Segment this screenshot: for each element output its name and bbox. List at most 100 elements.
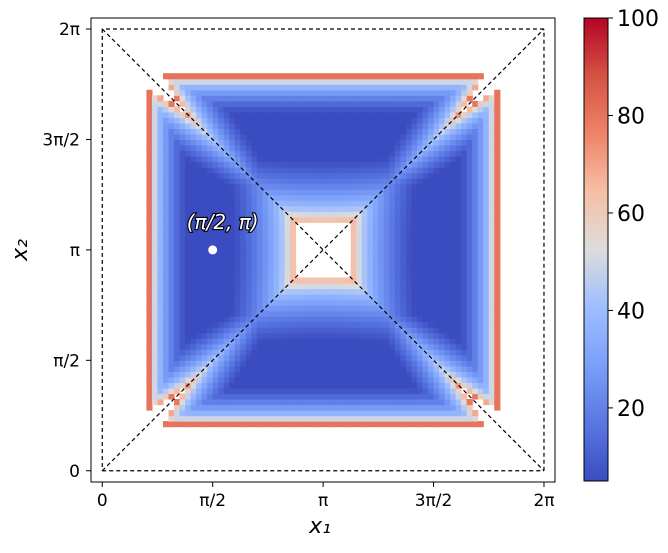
heatmap-cell (400, 227, 407, 234)
heatmap-cell (179, 398, 186, 406)
heatmap-cell (212, 216, 219, 223)
heatmap-cell (350, 211, 357, 218)
heatmap-cell (190, 84, 197, 91)
heatmap-cell (477, 111, 484, 118)
heatmap-cell (361, 205, 368, 212)
heatmap-cell (162, 178, 170, 185)
heatmap-cell (323, 327, 330, 334)
heatmap-cell (378, 343, 385, 350)
heatmap-cell (328, 332, 335, 339)
heatmap-cell (444, 338, 451, 345)
heatmap-cell (433, 139, 440, 146)
heatmap-cell (350, 421, 357, 428)
heatmap-cell (196, 84, 203, 91)
heatmap-cell (416, 172, 424, 179)
heatmap-cell (328, 211, 335, 218)
heatmap-cell (212, 260, 219, 268)
heatmap-cell (196, 387, 203, 395)
heatmap-cell (218, 305, 225, 312)
heatmap-cell (472, 316, 479, 323)
heatmap-cell (472, 111, 479, 118)
heatmap-cell (439, 360, 446, 367)
heatmap-cell (212, 189, 219, 196)
heatmap-cell (450, 421, 457, 428)
heatmap-cell (378, 393, 385, 400)
heatmap-cell (223, 95, 230, 102)
heatmap-cell (422, 172, 429, 179)
heatmap-cell (383, 382, 390, 389)
heatmap-cell (212, 95, 219, 102)
heatmap-cell (174, 288, 181, 295)
heatmap-cell (218, 360, 225, 367)
heatmap-cell (284, 128, 291, 135)
heatmap-cell (179, 365, 186, 372)
heatmap-cell (383, 299, 390, 306)
heatmap-cell (168, 167, 175, 174)
heatmap-cell (212, 227, 219, 234)
heatmap-cell (168, 316, 175, 323)
heatmap-cell (450, 343, 457, 350)
heatmap-cell (400, 349, 407, 356)
heatmap-cell (394, 404, 402, 411)
heatmap-cell (433, 117, 440, 124)
heatmap-cell (339, 310, 346, 317)
heatmap-cell (179, 410, 186, 417)
heatmap-cell (444, 144, 451, 152)
heatmap-cell (416, 393, 424, 400)
heatmap-cell (367, 73, 374, 80)
heatmap-cell (234, 376, 241, 383)
heatmap-cell (488, 161, 495, 168)
heatmap-cell (411, 189, 418, 196)
heatmap-cell (488, 305, 495, 312)
heatmap-cell (201, 183, 208, 190)
heatmap-cell (151, 205, 159, 212)
heatmap-cell (323, 387, 330, 395)
heatmap-cell (207, 233, 214, 240)
heatmap-cell (372, 156, 379, 163)
heatmap-cell (284, 260, 291, 268)
heatmap-cell (284, 316, 291, 323)
heatmap-cell (455, 305, 462, 312)
heatmap-cell (383, 271, 390, 279)
heatmap-cell (461, 354, 468, 361)
heatmap-cell (190, 122, 197, 130)
heatmap-cell (262, 316, 269, 323)
heatmap-cell (323, 122, 330, 130)
heatmap-cell (494, 144, 501, 152)
heatmap-cell (256, 133, 263, 141)
heatmap-cell (439, 189, 446, 196)
heatmap-cell (416, 321, 424, 328)
heatmap-cell (256, 283, 263, 290)
heatmap-cell (433, 150, 440, 157)
heatmap-cell (278, 89, 286, 96)
heatmap-cell (378, 360, 385, 367)
heatmap-cell (411, 421, 418, 428)
heatmap-cell (450, 117, 457, 124)
heatmap-cell (483, 288, 490, 295)
heatmap-cell (334, 211, 341, 218)
heatmap-cell (428, 73, 435, 80)
heatmap-cell (162, 382, 170, 389)
heatmap-cell (328, 310, 335, 317)
heatmap-cell (411, 410, 418, 417)
heatmap-cell (334, 365, 341, 372)
heatmap-cell (289, 316, 297, 323)
heatmap-cell (450, 133, 457, 141)
heatmap-cell (372, 227, 379, 234)
heatmap-cell (477, 332, 484, 339)
heatmap-cell (256, 200, 263, 207)
heatmap-cell (488, 365, 495, 372)
heatmap-cell (201, 310, 208, 317)
heatmap-cell (306, 316, 313, 323)
heatmap-cell (394, 266, 402, 273)
heatmap-cell (190, 150, 197, 157)
heatmap-cell (328, 84, 335, 91)
heatmap-cell (433, 222, 440, 229)
heatmap-cell (295, 360, 302, 367)
heatmap-cell (422, 249, 429, 257)
heatmap-cell (450, 310, 457, 317)
heatmap-cell (240, 150, 247, 157)
heatmap-cell (439, 111, 446, 118)
heatmap-cell (461, 415, 468, 422)
heatmap-cell (185, 156, 192, 163)
